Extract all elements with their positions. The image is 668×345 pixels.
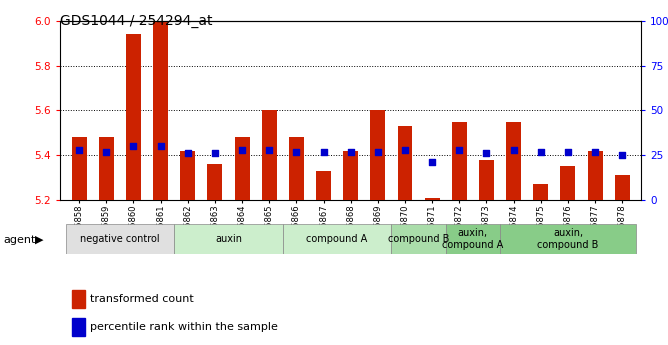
Text: percentile rank within the sample: percentile rank within the sample	[90, 322, 278, 332]
Point	[210, 151, 220, 156]
Bar	[506, 122, 521, 200]
Bar	[99, 137, 114, 200]
Point	[236, 147, 247, 152]
Bar	[234, 137, 250, 200]
Point	[264, 147, 275, 152]
Point	[128, 144, 139, 149]
Point	[182, 151, 193, 156]
Point	[481, 151, 492, 156]
Bar	[425, 198, 440, 200]
Text: agent: agent	[3, 235, 35, 245]
Point	[345, 149, 356, 155]
Text: compound B: compound B	[388, 234, 450, 244]
Point	[101, 149, 112, 155]
Point	[73, 147, 84, 152]
FancyBboxPatch shape	[65, 224, 174, 254]
Bar	[533, 185, 548, 200]
Point	[399, 147, 410, 152]
FancyBboxPatch shape	[391, 224, 446, 254]
Point	[373, 149, 383, 155]
Point	[427, 160, 438, 165]
Text: ▶: ▶	[35, 235, 43, 245]
FancyBboxPatch shape	[500, 224, 636, 254]
Bar	[479, 160, 494, 200]
Point	[454, 147, 465, 152]
Bar	[180, 151, 195, 200]
Text: auxin,
compound A: auxin, compound A	[442, 228, 504, 250]
Point	[536, 149, 546, 155]
Text: GDS1044 / 254294_at: GDS1044 / 254294_at	[60, 14, 212, 28]
Bar	[71, 318, 85, 336]
FancyBboxPatch shape	[174, 224, 283, 254]
Bar	[560, 167, 575, 200]
Bar	[71, 290, 85, 308]
Text: transformed count: transformed count	[90, 294, 194, 304]
Bar	[588, 151, 603, 200]
Bar	[208, 164, 222, 200]
Bar	[615, 176, 630, 200]
Point	[508, 147, 519, 152]
Bar	[289, 137, 304, 200]
Point	[318, 149, 329, 155]
Point	[617, 152, 628, 158]
Bar	[452, 122, 467, 200]
Bar	[262, 110, 277, 200]
Bar	[370, 110, 385, 200]
Text: auxin,
compound B: auxin, compound B	[537, 228, 599, 250]
FancyBboxPatch shape	[283, 224, 391, 254]
Text: compound A: compound A	[307, 234, 368, 244]
Text: negative control: negative control	[80, 234, 160, 244]
FancyBboxPatch shape	[446, 224, 500, 254]
Text: auxin: auxin	[215, 234, 242, 244]
Bar	[126, 34, 141, 200]
Bar	[397, 126, 412, 200]
Point	[291, 149, 302, 155]
Point	[155, 144, 166, 149]
Bar	[71, 137, 87, 200]
Bar	[153, 21, 168, 200]
Point	[590, 149, 601, 155]
Point	[562, 149, 573, 155]
Bar	[316, 171, 331, 200]
Bar	[343, 151, 358, 200]
